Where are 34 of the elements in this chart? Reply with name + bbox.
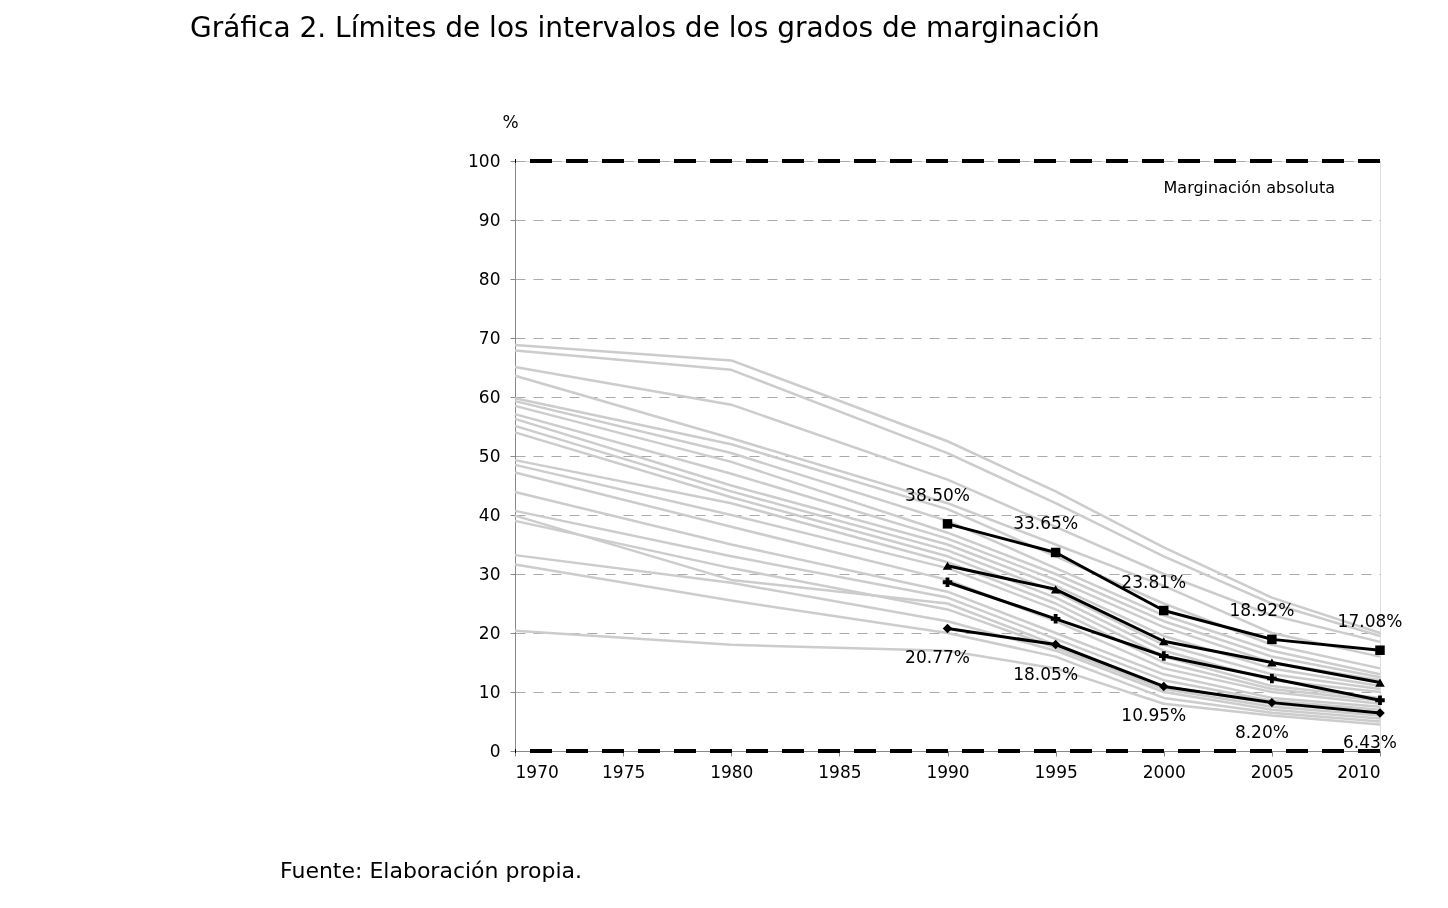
chart-title: Gráfica 2. Límites de los intervalos de los grados de marginación xyxy=(190,11,1100,44)
y-tick-label: 100 xyxy=(468,150,501,171)
data-label: 38.50% xyxy=(905,484,970,505)
x-tick-label: 1995 xyxy=(1034,761,1078,782)
x-tick-label: 2005 xyxy=(1250,761,1295,782)
data-label: 23.81% xyxy=(1121,571,1187,592)
data-label: 8.20% xyxy=(1234,721,1289,742)
x-tick-label: 1970 xyxy=(515,761,559,782)
ref-line-label: Marginación absoluta xyxy=(1163,178,1335,197)
y-tick-label: 10 xyxy=(478,681,501,702)
y-tick-label: 50 xyxy=(478,445,501,466)
y-tick-label: 70 xyxy=(478,327,501,348)
data-label: 6.43% xyxy=(1342,732,1398,753)
y-tick-label: 30 xyxy=(478,563,501,584)
x-tick-label: 1990 xyxy=(926,761,970,782)
y-tick-label: 0 xyxy=(489,740,501,761)
source-note: Fuente: Elaboración propia. xyxy=(280,858,583,883)
data-label: 20.77% xyxy=(905,647,970,668)
data-label: 18.05% xyxy=(1013,663,1079,684)
data-label: 33.65% xyxy=(1013,513,1079,534)
y-tick-label: 40 xyxy=(478,504,501,525)
data-label: 10.95% xyxy=(1121,705,1187,726)
x-tick-label: 1980 xyxy=(710,761,754,782)
y-tick-label: 60 xyxy=(478,386,501,407)
x-tick-label: 2000 xyxy=(1142,761,1186,782)
x-tick-label: 1985 xyxy=(818,761,862,782)
y-tick-label: 20 xyxy=(478,622,501,643)
y-tick-label: 80 xyxy=(478,268,501,289)
y-axis-title: % xyxy=(502,111,519,132)
data-label: 18.92% xyxy=(1229,600,1295,621)
x-tick-label: 2010 xyxy=(1337,761,1381,782)
data-label: 17.08% xyxy=(1337,611,1403,632)
y-tick-label: 90 xyxy=(478,209,501,230)
x-tick-label: 1975 xyxy=(601,761,646,782)
